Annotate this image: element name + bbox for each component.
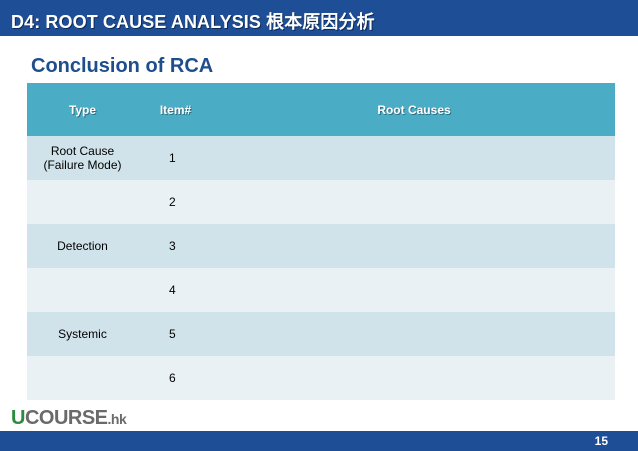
column-header-root-causes: Root Causes — [213, 83, 615, 136]
type-cell: Systemic — [27, 312, 138, 356]
type-cell — [27, 180, 138, 224]
root-cause-cell — [213, 180, 615, 224]
column-header-type: Type — [27, 83, 138, 136]
type-label: Root Cause (Failure Mode) — [43, 144, 122, 172]
table-row: Detection 3 — [27, 224, 615, 268]
root-cause-cell — [213, 268, 615, 312]
table-row: Systemic 5 — [27, 312, 615, 356]
item-cell: 6 — [138, 356, 213, 400]
logo-main: COURSE — [24, 407, 108, 429]
item-cell: 2 — [138, 180, 213, 224]
footer-bar: 15 — [0, 431, 638, 451]
column-header-item: Item# — [138, 83, 213, 136]
item-cell: 3 — [138, 224, 213, 268]
table-header-row: Type Item# Root Causes — [27, 83, 615, 136]
ucourse-logo: UCOURSE.hk — [11, 407, 127, 430]
root-cause-cell — [213, 136, 615, 180]
item-cell: 4 — [138, 268, 213, 312]
table-row: 2 — [27, 180, 615, 224]
section-subtitle: Conclusion of RCA — [31, 55, 214, 77]
type-cell — [27, 356, 138, 400]
type-cell: Root Cause (Failure Mode) — [27, 136, 138, 180]
root-cause-cell — [213, 312, 615, 356]
logo-u: U — [11, 407, 25, 429]
rca-table: Type Item# Root Causes Root Cause (Failu… — [27, 83, 615, 400]
root-cause-cell — [213, 356, 615, 400]
page-number: 15 — [594, 434, 608, 448]
slide-title: D4: ROOT CAUSE ANALYSIS 根本原因分析 — [11, 12, 375, 32]
table-row: 4 — [27, 268, 615, 312]
type-cell — [27, 268, 138, 312]
item-cell: 5 — [138, 312, 213, 356]
table-row: Root Cause (Failure Mode) 1 — [27, 136, 615, 180]
logo-suffix: .hk — [107, 411, 127, 427]
item-cell: 1 — [138, 136, 213, 180]
root-cause-cell — [213, 224, 615, 268]
type-cell: Detection — [27, 224, 138, 268]
table-row: 6 — [27, 356, 615, 400]
header-bar: D4: ROOT CAUSE ANALYSIS 根本原因分析 — [0, 0, 638, 36]
